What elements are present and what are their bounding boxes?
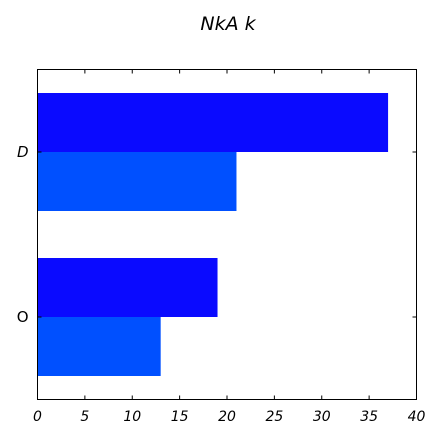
plot-frame — [37, 69, 417, 400]
bars-group — [37, 93, 389, 376]
x-tick-label-20: 20 — [218, 409, 236, 425]
x-tick-label-10: 10 — [123, 409, 141, 425]
x-tick-label-0: 0 — [33, 409, 42, 425]
x-tick-label-15: 15 — [171, 409, 189, 425]
x-tick-label-5: 5 — [80, 409, 89, 425]
category-label-O: O — [17, 308, 29, 326]
bar-D-series-2 — [37, 152, 237, 211]
x-tick-label-30: 30 — [313, 409, 331, 425]
x-tick-label-40: 40 — [408, 409, 426, 425]
bar-O-series-1 — [37, 258, 218, 317]
axes-group: O D 0 5 10 15 20 25 30 35 40 — [17, 69, 426, 425]
category-label-D: D — [17, 143, 29, 161]
chart-title: NkA k — [200, 13, 256, 35]
bar-O-series-2 — [37, 317, 161, 376]
x-tick-label-35: 35 — [360, 409, 378, 425]
bar-D-series-1 — [37, 93, 389, 152]
x-tick-label-25: 25 — [265, 409, 283, 425]
